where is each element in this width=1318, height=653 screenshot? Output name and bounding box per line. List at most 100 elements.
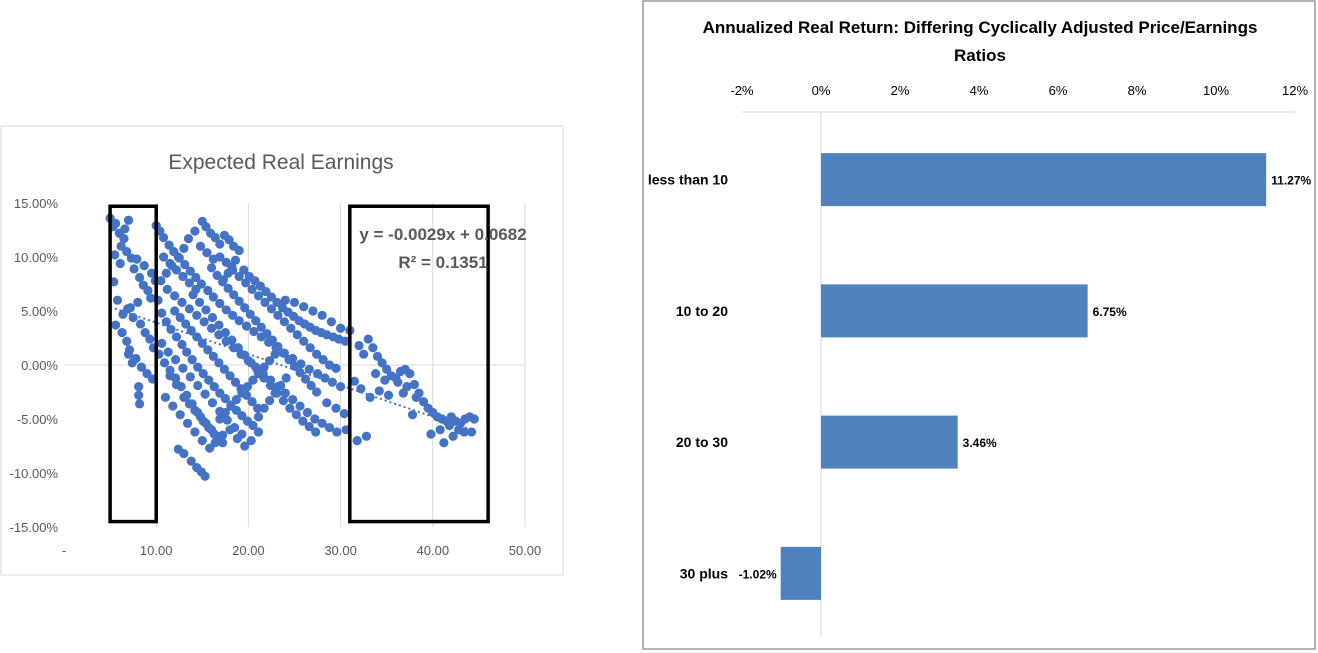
highlight-box bbox=[108, 204, 158, 524]
scatter-point bbox=[280, 388, 290, 398]
scatter-point bbox=[317, 418, 327, 428]
scatter-point bbox=[226, 401, 236, 411]
scatter-point bbox=[201, 305, 211, 315]
scatter-point bbox=[278, 396, 289, 406]
scatter-point bbox=[398, 388, 408, 398]
scatter-point bbox=[448, 431, 458, 441]
scatter-point bbox=[123, 349, 134, 359]
bar bbox=[821, 284, 1088, 338]
scatter-point bbox=[340, 336, 350, 346]
scatter-point bbox=[214, 358, 224, 368]
scatter-point bbox=[204, 423, 214, 433]
scatter-point bbox=[374, 386, 384, 396]
x-tick-label: -2% bbox=[730, 83, 754, 98]
scatter-point bbox=[115, 258, 125, 269]
scatter-point bbox=[435, 425, 445, 435]
scatter-point bbox=[185, 266, 195, 276]
scatter-point bbox=[158, 252, 169, 262]
scatter-point bbox=[220, 393, 230, 404]
scatter-point bbox=[160, 392, 171, 402]
scatter-point bbox=[206, 323, 217, 333]
x-tick-label: 2% bbox=[891, 83, 910, 98]
bars bbox=[780, 153, 1267, 600]
scatter-point bbox=[300, 374, 311, 384]
scatter-point bbox=[289, 297, 300, 307]
scatter-point bbox=[191, 272, 201, 283]
scatter-point bbox=[225, 371, 235, 381]
y-tick-label: 5.00% bbox=[21, 304, 58, 319]
scatter-point bbox=[331, 363, 341, 373]
highlight-box bbox=[348, 204, 490, 524]
scatter-point bbox=[221, 305, 231, 315]
scatter-point bbox=[186, 325, 196, 336]
scatter-point bbox=[136, 362, 147, 372]
scatter-point bbox=[240, 303, 250, 313]
scatter-point bbox=[363, 334, 373, 344]
category-label: 10 to 20 bbox=[676, 303, 728, 319]
scatter-point bbox=[127, 358, 137, 368]
scatter-point bbox=[247, 397, 257, 407]
scatter-point bbox=[178, 363, 188, 373]
scatter-point bbox=[259, 403, 269, 413]
scatter-point bbox=[260, 297, 270, 307]
bar bbox=[821, 415, 958, 469]
x-tick-label: 10% bbox=[1203, 83, 1229, 98]
trendline-r-squared: R² = 0.1351 bbox=[398, 253, 487, 272]
scatter-point bbox=[187, 399, 197, 409]
scatter-point bbox=[228, 310, 238, 320]
scatter-point bbox=[234, 245, 244, 256]
scatter-point bbox=[218, 275, 229, 285]
highlight-boxes bbox=[108, 204, 490, 524]
scatter-point bbox=[117, 328, 127, 338]
scatter-point bbox=[231, 394, 242, 405]
y-tick-label: -5.00% bbox=[17, 412, 59, 427]
scatter-point bbox=[173, 252, 183, 262]
scatter-point bbox=[161, 317, 171, 327]
scatter-point bbox=[120, 224, 130, 234]
x-tick-label: 4% bbox=[970, 83, 989, 98]
scatter-point bbox=[175, 410, 185, 420]
scatter-point bbox=[306, 380, 316, 391]
scatter-point bbox=[186, 456, 196, 466]
scatter-point bbox=[280, 295, 290, 305]
scatter-point bbox=[208, 292, 218, 302]
scatter-point bbox=[326, 317, 336, 327]
scatter-point bbox=[234, 316, 244, 326]
category-label: less than 10 bbox=[648, 172, 728, 188]
scatter-point bbox=[380, 375, 390, 385]
scatter-point bbox=[133, 297, 143, 307]
scatter-point bbox=[135, 319, 146, 329]
scatter-point bbox=[331, 403, 341, 413]
scatter-point bbox=[187, 355, 197, 365]
x-tick-label: 40.00 bbox=[417, 543, 450, 558]
scatter-point bbox=[165, 258, 175, 269]
scatter-point bbox=[176, 382, 186, 392]
trendline-equation: y = -0.0029x + 0.0682 bbox=[359, 225, 526, 244]
x-tick-label: 6% bbox=[1049, 83, 1068, 98]
scatter-point bbox=[182, 390, 192, 400]
data-label: 6.75% bbox=[1093, 305, 1127, 319]
scatter-point bbox=[311, 427, 321, 437]
scatter-point bbox=[279, 317, 289, 327]
scatter-point bbox=[382, 364, 392, 374]
scatter-point bbox=[220, 328, 230, 338]
scatter-point bbox=[193, 362, 203, 372]
scatter-point bbox=[230, 377, 241, 387]
scatter-point bbox=[266, 304, 277, 314]
scatter-point bbox=[407, 410, 418, 420]
scatter-point bbox=[228, 265, 238, 275]
scatter-point bbox=[215, 239, 225, 249]
scatter-point bbox=[171, 265, 182, 275]
y-tick-label: -10.00% bbox=[10, 466, 59, 481]
scatter-point bbox=[336, 323, 346, 333]
scatter-point bbox=[469, 414, 479, 424]
scatter-point bbox=[249, 326, 259, 337]
scatter-point bbox=[122, 336, 132, 346]
scatter-point bbox=[265, 380, 276, 391]
scatter-point bbox=[168, 401, 178, 411]
scatter-point bbox=[372, 351, 383, 361]
scatter-point bbox=[171, 332, 182, 342]
scatter-point bbox=[312, 349, 322, 359]
scatter-point bbox=[146, 293, 156, 303]
